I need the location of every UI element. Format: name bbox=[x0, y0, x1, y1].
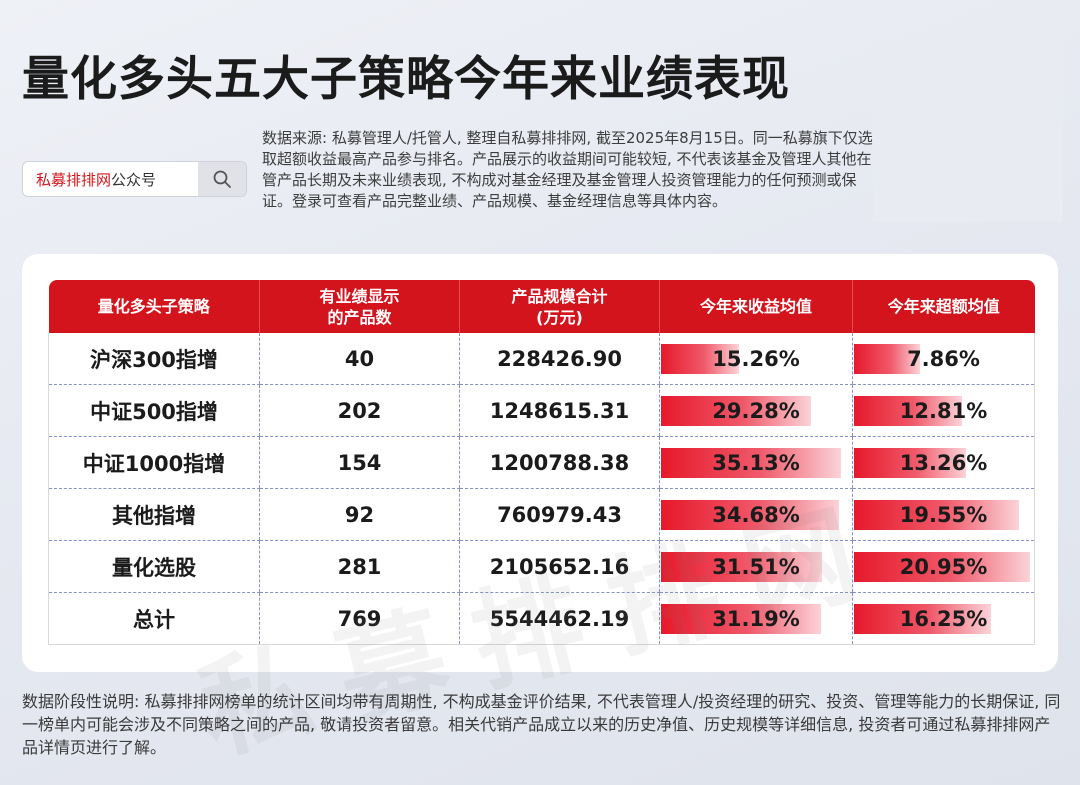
excess-bar bbox=[854, 344, 920, 374]
search-box[interactable]: 私募排排网公众号 bbox=[22, 161, 247, 197]
cell-strategy: 沪深300指增 bbox=[48, 333, 260, 385]
table-row: 中证500指增 202 1248615.31 29.28% 12.81% bbox=[48, 384, 1035, 437]
page-title: 量化多头五大子策略今年来业绩表现 bbox=[22, 52, 790, 107]
ret-value: 15.26% bbox=[712, 346, 800, 371]
header-strategy: 量化多头子策略 bbox=[48, 280, 260, 333]
ret-bar bbox=[661, 604, 821, 634]
excess-value: 16.25% bbox=[899, 606, 988, 631]
excess-bar bbox=[854, 448, 966, 478]
ret-bar bbox=[661, 344, 739, 374]
search-brand: 私募排排网 bbox=[36, 170, 112, 189]
ret-bar bbox=[661, 396, 811, 426]
excess-bar bbox=[854, 396, 962, 426]
cell-count: 281 bbox=[259, 540, 460, 593]
excess-value: 12.81% bbox=[899, 398, 988, 423]
cell-ret: 29.28% bbox=[659, 384, 853, 437]
footnote: 数据阶段性说明: 私募排排网榜单的统计区间均带有周期性, 不构成基金评价结果, … bbox=[22, 692, 1061, 757]
cell-count: 40 bbox=[259, 333, 460, 385]
ret-bar bbox=[661, 552, 822, 582]
cell-strategy: 其他指增 bbox=[48, 488, 260, 541]
table-row: 量化选股 281 2105652.16 31.51% 20.95% bbox=[48, 540, 1035, 593]
excess-bar bbox=[854, 500, 1019, 530]
cell-excess: 13.26% bbox=[852, 436, 1035, 489]
table-row: 其他指增 92 760979.43 34.68% 19.55% bbox=[48, 488, 1035, 541]
table-row: 中证1000指增 154 1200788.38 35.13% 13.26% bbox=[48, 436, 1035, 489]
cell-excess: 20.95% bbox=[852, 540, 1035, 593]
ret-value: 31.19% bbox=[712, 606, 800, 631]
source-note: 数据来源: 私募管理人/托管人, 整理自私募排排网, 截至2025年8月15日。… bbox=[262, 129, 873, 210]
excess-value: 19.55% bbox=[899, 502, 988, 527]
performance-table: 量化多头子策略 有业绩显示 的产品数 产品规模合计 (万元) 今年来收益均值 今… bbox=[48, 280, 1035, 645]
header-excess: 今年来超额均值 bbox=[852, 280, 1035, 333]
header-scale: 产品规模合计 (万元) bbox=[459, 280, 660, 333]
cell-ret: 15.26% bbox=[659, 333, 853, 385]
cell-ret: 34.68% bbox=[659, 488, 853, 541]
ret-value: 35.13% bbox=[712, 450, 800, 475]
ret-value: 31.51% bbox=[712, 554, 800, 579]
cell-count: 92 bbox=[259, 488, 460, 541]
ret-bar bbox=[661, 448, 841, 478]
cell-scale: 5544462.19 bbox=[459, 592, 660, 645]
cell-excess: 16.25% bbox=[852, 592, 1035, 645]
cell-ret: 31.51% bbox=[659, 540, 853, 593]
cell-excess: 7.86% bbox=[852, 333, 1035, 385]
cell-scale: 2105652.16 bbox=[459, 540, 660, 593]
ret-bar bbox=[661, 500, 839, 530]
header-count: 有业绩显示 的产品数 bbox=[259, 280, 460, 333]
ret-value: 29.28% bbox=[712, 398, 800, 423]
header-return: 今年来收益均值 bbox=[659, 280, 853, 333]
cell-count: 769 bbox=[259, 592, 460, 645]
cell-strategy: 总计 bbox=[48, 592, 260, 645]
ret-value: 34.68% bbox=[712, 502, 800, 527]
excess-value: 7.86% bbox=[907, 346, 980, 371]
cell-excess: 19.55% bbox=[852, 488, 1035, 541]
cell-ret: 31.19% bbox=[659, 592, 853, 645]
cell-count: 202 bbox=[259, 384, 460, 437]
excess-value: 20.95% bbox=[899, 554, 988, 579]
cell-count: 154 bbox=[259, 436, 460, 489]
cell-scale: 1200788.38 bbox=[459, 436, 660, 489]
cell-strategy: 中证500指增 bbox=[48, 384, 260, 437]
cell-ret: 35.13% bbox=[659, 436, 853, 489]
cell-scale: 228426.90 bbox=[459, 333, 660, 385]
search-icon bbox=[213, 170, 231, 188]
title-mask bbox=[873, 42, 1063, 222]
excess-bar bbox=[854, 552, 1030, 582]
cell-strategy: 中证1000指增 bbox=[48, 436, 260, 489]
search-label: 私募排排网公众号 bbox=[23, 169, 156, 190]
cell-excess: 12.81% bbox=[852, 384, 1035, 437]
excess-value: 13.26% bbox=[899, 450, 988, 475]
table-row: 总计 769 5544462.19 31.19% 16.25% bbox=[48, 592, 1035, 645]
search-suffix: 公众号 bbox=[111, 170, 157, 189]
excess-bar bbox=[854, 604, 991, 634]
cell-scale: 1248615.31 bbox=[459, 384, 660, 437]
cell-scale: 760979.43 bbox=[459, 488, 660, 541]
table-row: 沪深300指增 40 228426.90 15.26% 7.86% bbox=[48, 333, 1035, 385]
cell-strategy: 量化选股 bbox=[48, 540, 260, 593]
search-button[interactable] bbox=[198, 162, 246, 196]
table-header-row: 量化多头子策略 有业绩显示 的产品数 产品规模合计 (万元) 今年来收益均值 今… bbox=[48, 280, 1035, 333]
